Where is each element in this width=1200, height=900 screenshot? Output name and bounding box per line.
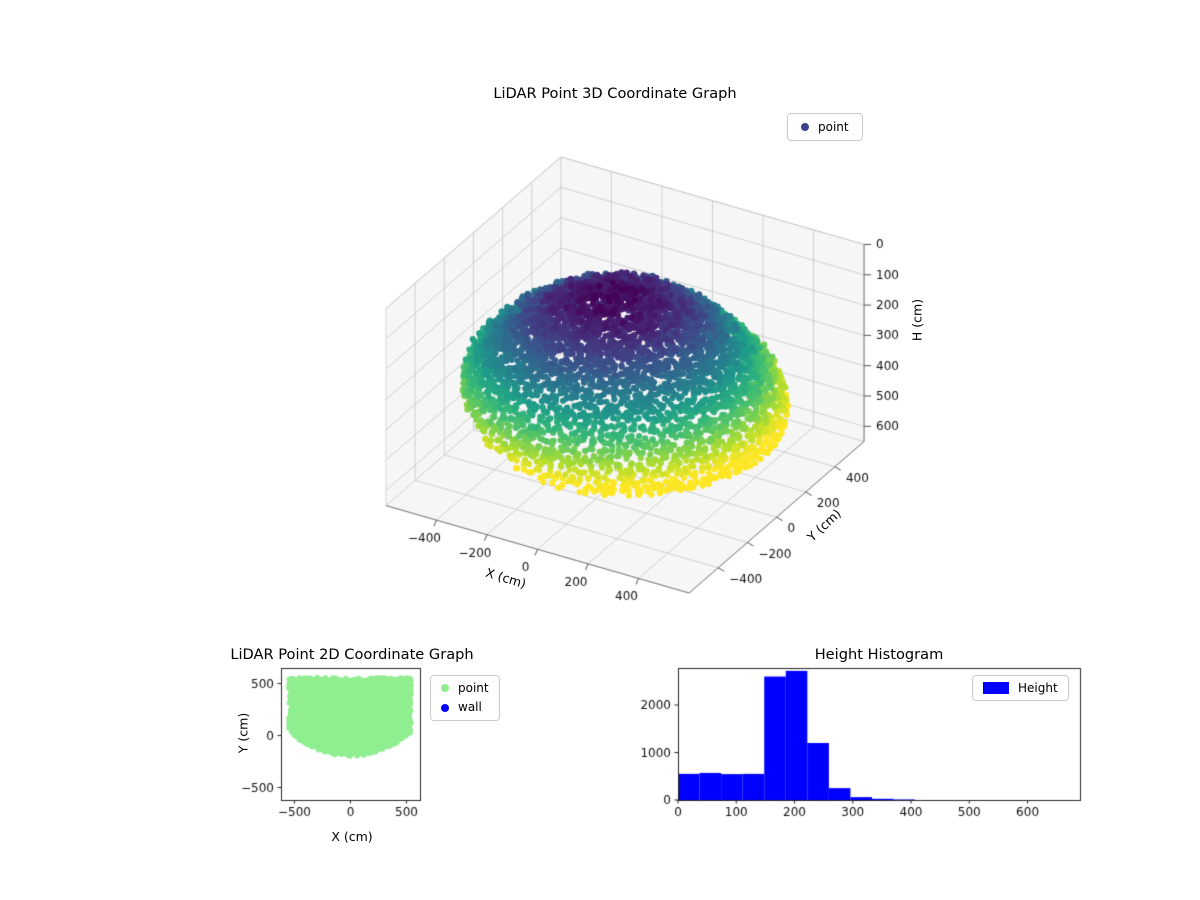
scatter3d-legend: point — [787, 113, 863, 142]
scatter2d-xlabel: X (cm) — [331, 829, 373, 844]
legend-entry-height-label: Height — [1018, 681, 1058, 695]
legend-entry-height: Height — [983, 681, 1058, 695]
point-marker-icon — [441, 684, 449, 693]
scatter3d-title: LiDAR Point 3D Coordinate Graph — [493, 85, 737, 102]
legend-entry-wall-label: wall — [458, 700, 482, 715]
point-marker-icon — [801, 123, 809, 132]
scatter2d-title: LiDAR Point 2D Coordinate Graph — [230, 646, 474, 663]
legend-entry-point: point — [441, 681, 489, 695]
scatter2d-legend: point wall — [430, 675, 500, 721]
legend-entry-point: point — [801, 120, 849, 134]
legend-entry-point-label: point — [818, 120, 849, 134]
height-patch-icon — [983, 682, 1009, 695]
legend-entry-wall: wall — [441, 700, 489, 714]
wall-marker-icon — [441, 703, 449, 712]
scatter3d-zlabel: H (cm) — [909, 298, 925, 342]
scatter2d-ylabel: Y (cm) — [235, 712, 251, 754]
histogram-legend: Height — [972, 675, 1069, 702]
histogram-title: Height Histogram — [814, 646, 944, 663]
legend-entry-point-label: point — [458, 681, 489, 695]
